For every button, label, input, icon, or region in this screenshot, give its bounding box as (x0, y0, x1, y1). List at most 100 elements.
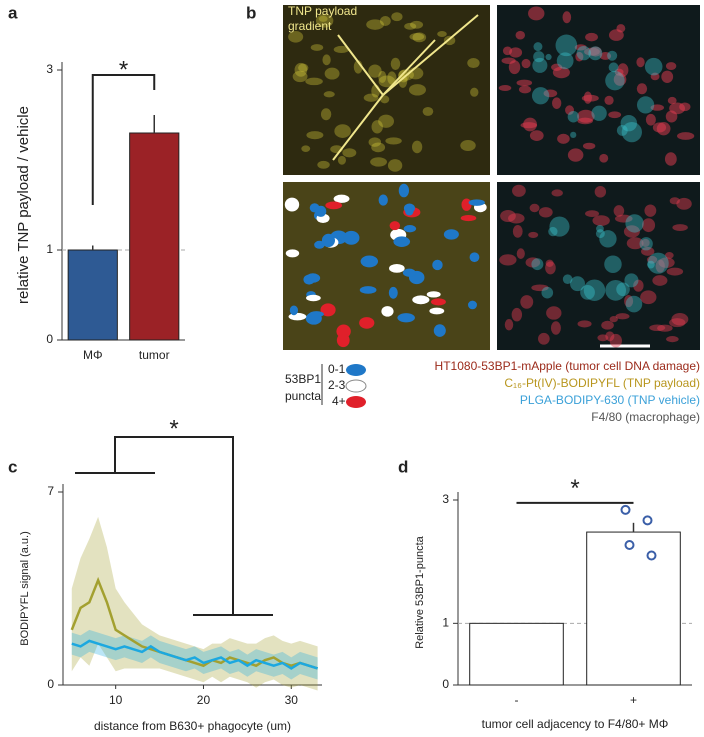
cell (528, 6, 545, 21)
channel-label: C₁₆-Pt(IV)-BODIPYFL (TNP payload) (504, 376, 700, 390)
cell (518, 85, 532, 94)
cell (422, 106, 434, 116)
cell (671, 313, 689, 326)
cell (387, 71, 397, 85)
cell (665, 110, 678, 123)
cell (508, 213, 525, 224)
cell (370, 157, 387, 167)
data-point (646, 550, 657, 561)
y-tick-label: 1 (46, 242, 53, 256)
cell (301, 145, 311, 152)
cell (412, 295, 430, 305)
cell (516, 248, 525, 259)
cell (378, 75, 396, 88)
cell (323, 91, 335, 98)
cell (309, 311, 324, 318)
cell (665, 251, 674, 259)
cell (669, 197, 680, 205)
significance: * (119, 56, 128, 83)
cell (641, 218, 656, 233)
cell (342, 148, 357, 158)
cell (585, 210, 600, 218)
cell (324, 67, 340, 80)
cell (615, 313, 630, 320)
cell (644, 57, 663, 76)
cell (306, 131, 324, 140)
cell (305, 273, 321, 283)
cell (403, 224, 417, 233)
cell (656, 122, 671, 136)
cell (609, 333, 622, 348)
cell (676, 197, 692, 210)
cell (306, 294, 321, 302)
annotation: gradient (288, 19, 332, 33)
cell (679, 102, 691, 112)
cell (379, 16, 391, 26)
cell (321, 233, 336, 248)
cell (498, 85, 512, 92)
cell (641, 246, 655, 256)
cell (549, 216, 570, 237)
cell (499, 254, 517, 266)
channel-label: F4/80 (macrophage) (591, 410, 700, 424)
cell (641, 238, 650, 247)
cell (533, 42, 543, 52)
cell (583, 279, 606, 301)
cell (574, 44, 587, 51)
cell (616, 125, 628, 136)
data-point (624, 540, 635, 551)
channel-label: HT1080-53BP1-mApple (tumor cell DNA dama… (435, 359, 700, 373)
x-tick-label: + (630, 693, 637, 707)
cell (655, 259, 665, 273)
cell (556, 52, 574, 70)
cell (652, 275, 668, 286)
cell (531, 258, 544, 271)
y-tick-label: 3 (442, 492, 449, 506)
cell (608, 62, 619, 73)
cell (608, 29, 624, 41)
cell (570, 131, 577, 138)
cell (636, 57, 645, 68)
cell (512, 184, 526, 197)
cell (640, 290, 657, 305)
cell (363, 93, 379, 102)
cell (509, 47, 523, 58)
cell (511, 307, 523, 322)
cell (433, 324, 446, 337)
legend-label: 0-1 (328, 362, 346, 376)
cell (575, 51, 584, 62)
cell (665, 62, 677, 71)
cell (666, 267, 684, 276)
cell (404, 22, 417, 30)
cell (468, 300, 477, 310)
cell (284, 197, 300, 212)
cell (529, 203, 540, 213)
cell (664, 152, 677, 166)
arrow (382, 14, 479, 96)
cell (468, 199, 485, 206)
cell (443, 35, 456, 46)
cell (368, 64, 382, 78)
cell (531, 87, 550, 105)
cell (337, 155, 346, 165)
cell (666, 336, 679, 343)
cell (389, 221, 401, 231)
cell (541, 286, 554, 299)
cell (411, 140, 423, 154)
micrographs (283, 5, 700, 350)
y-tick-label: 7 (47, 484, 54, 498)
cell (576, 45, 591, 61)
arrow (337, 34, 384, 96)
cell (562, 274, 573, 284)
cell (288, 30, 304, 43)
cell (594, 185, 607, 198)
cell (508, 60, 521, 75)
cell (325, 201, 343, 210)
x-tick-label: tumor (139, 348, 170, 362)
cell (523, 117, 538, 132)
cell (614, 214, 633, 223)
cell (504, 319, 514, 331)
cell (582, 142, 596, 150)
cell (567, 111, 580, 123)
